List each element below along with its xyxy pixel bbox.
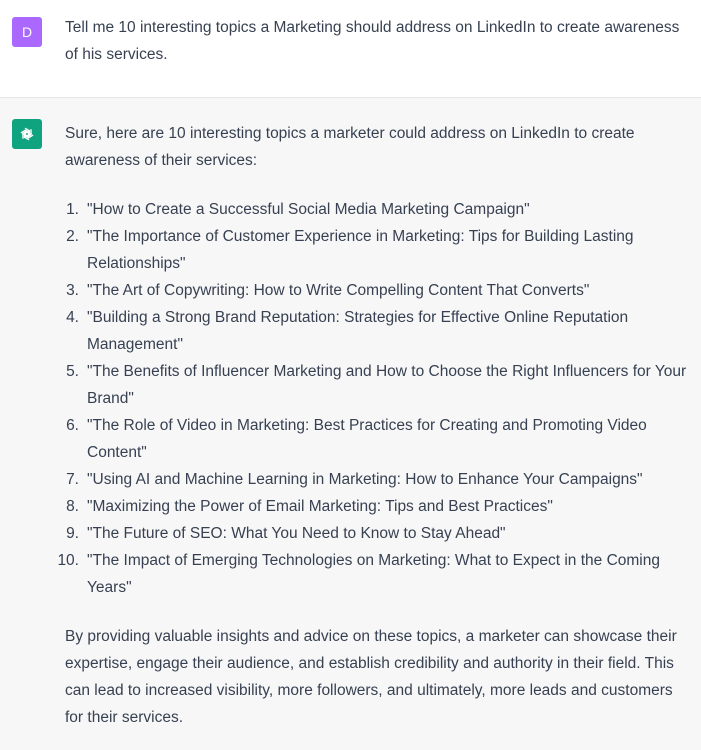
list-item: 9. "The Future of SEO: What You Need to K… xyxy=(65,520,695,547)
user-message-row: D Tell me 10 interesting topics a Market… xyxy=(0,0,701,98)
list-item: 10. "The Impact of Emerging Technologies … xyxy=(57,547,695,601)
list-item-number: 5. xyxy=(66,363,79,380)
list-item-number: 9. xyxy=(66,525,79,542)
list-item-number: 8. xyxy=(66,498,79,515)
list-item-number: 4. xyxy=(66,309,79,326)
list-item: 4. "Building a Strong Brand Reputation: S… xyxy=(65,304,695,358)
list-item-text: "Building a Strong Brand Reputation: Str… xyxy=(87,309,629,353)
list-item-text: "The Importance of Customer Experience i… xyxy=(87,228,634,272)
list-item-number: 2. xyxy=(66,228,79,245)
list-item-number: 6. xyxy=(66,417,79,434)
list-item-number: 3. xyxy=(66,282,79,299)
list-item: 1. "How to Create a Successful Social Med… xyxy=(65,196,695,223)
assistant-message-content: Sure, here are 10 interesting topics a m… xyxy=(57,120,695,731)
list-item-text: "The Future of SEO: What You Need to Kno… xyxy=(87,525,506,542)
list-item-text: "Using AI and Machine Learning in Market… xyxy=(87,471,643,488)
topics-list: 1. "How to Create a Successful Social Med… xyxy=(57,196,695,601)
user-avatar: D xyxy=(12,17,42,47)
list-item-text: "The Benefits of Influencer Marketing an… xyxy=(87,363,687,407)
list-item: 8. "Maximizing the Power of Email Marketi… xyxy=(65,493,695,520)
list-item: 3. "The Art of Copywriting: How to Write … xyxy=(65,277,695,304)
openai-logo-icon xyxy=(12,119,42,149)
list-item-text: "Maximizing the Power of Email Marketing… xyxy=(87,498,553,515)
assistant-outro: By providing valuable insights and advic… xyxy=(65,628,677,726)
list-item-number: 1. xyxy=(66,201,79,218)
assistant-message-row: Sure, here are 10 interesting topics a m… xyxy=(0,98,701,750)
list-item: 5. "The Benefits of Influencer Marketing … xyxy=(65,358,695,412)
assistant-intro: Sure, here are 10 interesting topics a m… xyxy=(65,125,635,169)
list-item: 6. "The Role of Video in Marketing: Best … xyxy=(65,412,695,466)
user-message-text: Tell me 10 interesting topics a Marketin… xyxy=(65,19,680,63)
list-item-number: 10. xyxy=(57,552,79,569)
list-item-text: "The Impact of Emerging Technologies on … xyxy=(87,552,660,596)
list-item-text: "The Role of Video in Marketing: Best Pr… xyxy=(87,417,647,461)
list-item: 2. "The Importance of Customer Experience… xyxy=(65,223,695,277)
list-item: 7. "Using AI and Machine Learning in Mark… xyxy=(65,466,695,493)
list-item-text: "How to Create a Successful Social Media… xyxy=(87,201,530,218)
list-item-number: 7. xyxy=(66,471,79,488)
list-item-text: "The Art of Copywriting: How to Write Co… xyxy=(87,282,590,299)
